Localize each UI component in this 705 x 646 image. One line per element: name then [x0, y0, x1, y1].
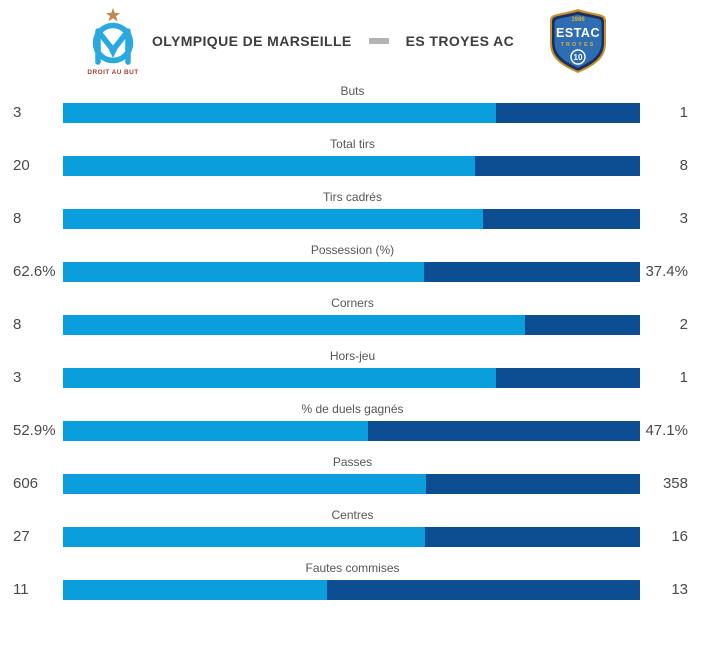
stat-row: Corners 8 2 [0, 296, 705, 335]
estac-year: 1986 [571, 17, 585, 23]
home-value: 11 [13, 581, 29, 598]
estac-shield-field [554, 14, 602, 68]
stat-row: Total tirs 20 8 [0, 137, 705, 176]
away-bar-segment [425, 527, 640, 547]
stat-bar-line: 27 16 [0, 527, 705, 547]
stat-bar-line: 11 13 [0, 580, 705, 600]
stat-label: % de duels gagnés [301, 402, 404, 416]
stat-label: Passes [332, 455, 373, 469]
away-value: 8 [679, 157, 688, 174]
om-monogram-point [109, 50, 117, 58]
home-bar-segment [63, 209, 483, 229]
stat-bar-line: 20 8 [0, 156, 705, 176]
stat-label: Hors-jeu [329, 349, 376, 363]
home-value: 27 [13, 528, 30, 545]
stat-row: Buts 3 1 [0, 84, 705, 123]
away-bar-segment [482, 209, 640, 229]
home-bar-segment [63, 527, 426, 547]
home-bar-segment [63, 421, 369, 441]
match-header: DROIT AU BUT OLYMPIQUE DE MARSEILLE ES T… [0, 0, 705, 82]
home-bar-segment [63, 315, 525, 335]
home-bar-segment [63, 156, 476, 176]
stat-bar-line: 8 3 [0, 209, 705, 229]
separator-dash-icon [368, 38, 389, 44]
stat-bar-line: 62.6% 37.4% [0, 262, 705, 282]
stat-bar [63, 474, 640, 494]
stat-label: Tirs cadrés [323, 190, 382, 204]
stat-label: Buts [340, 84, 365, 98]
estac-number: 10 [574, 53, 583, 62]
away-value: 1 [679, 104, 688, 121]
stat-bar-line: 52.9% 47.1% [0, 421, 705, 441]
stat-bar [63, 262, 640, 282]
home-bar-segment [63, 368, 496, 388]
stat-row: % de duels gagnés 52.9% 47.1% [0, 402, 705, 441]
away-bar-segment [524, 315, 640, 335]
stat-bar-line: 3 1 [0, 103, 705, 123]
estac-number-ring [570, 49, 586, 65]
home-value: 3 [13, 369, 22, 386]
home-value: 8 [13, 210, 22, 227]
stat-row: Hors-jeu 3 1 [0, 349, 705, 388]
om-motto: DROIT AU BUT [87, 69, 138, 76]
away-value: 1 [679, 369, 688, 386]
stat-bar-line: 8 2 [0, 315, 705, 335]
home-value: 20 [13, 157, 30, 174]
away-bar-segment [424, 262, 640, 282]
away-bar-segment [495, 103, 640, 123]
away-value: 37.4% [645, 263, 688, 280]
stat-label: Fautes commises [305, 561, 400, 575]
away-bar-segment [495, 368, 640, 388]
away-value: 13 [671, 581, 688, 598]
stat-bar [63, 156, 640, 176]
away-value: 3 [679, 210, 688, 227]
stat-row: Fautes commises 11 13 [0, 561, 705, 600]
away-bar-segment [425, 474, 640, 494]
away-value: 16 [671, 528, 688, 545]
stat-row: Passes 606 358 [0, 455, 705, 494]
stat-label: Corners [331, 296, 374, 310]
header-title: OLYMPIQUE DE MARSEILLE ES TROYES AC [152, 33, 514, 49]
stat-bar [63, 421, 640, 441]
away-team-name: ES TROYES AC [405, 33, 515, 49]
stat-label: Centres [331, 508, 374, 522]
stat-label: Possession (%) [310, 243, 395, 257]
away-value: 2 [679, 316, 688, 333]
home-bar-segment [63, 580, 328, 600]
star-icon [106, 8, 120, 22]
away-bar-segment [327, 580, 640, 600]
home-value: 8 [13, 316, 22, 333]
stat-bar [63, 527, 640, 547]
estac-club-logo: 1986 ESTAC TROYES 10 [550, 9, 607, 73]
stat-bar [63, 103, 640, 123]
stat-row: Possession (%) 62.6% 37.4% [0, 243, 705, 282]
home-value: 62.6% [13, 263, 56, 280]
home-team-name: OLYMPIQUE DE MARSEILLE [152, 33, 352, 49]
home-value: 606 [13, 475, 39, 492]
stats-list: Buts 3 1 Total tirs 20 8 [0, 82, 705, 600]
estac-club-text: ESTAC [556, 26, 600, 40]
home-bar-segment [63, 103, 496, 123]
stat-row: Tirs cadrés 8 3 [0, 190, 705, 229]
home-bar-segment [63, 262, 425, 282]
away-bar-segment [368, 421, 640, 441]
stat-bar [63, 209, 640, 229]
stat-label: Total tirs [330, 137, 375, 151]
home-bar-segment [63, 474, 426, 494]
stat-row: Centres 27 16 [0, 508, 705, 547]
stat-bar [63, 368, 640, 388]
estac-city-text: TROYES [561, 42, 596, 48]
stat-bar [63, 580, 640, 600]
stat-bar [63, 315, 640, 335]
home-value: 52.9% [13, 422, 56, 439]
stat-bar-line: 3 1 [0, 368, 705, 388]
away-bar-segment [475, 156, 640, 176]
away-value: 358 [662, 475, 688, 492]
home-value: 3 [13, 104, 22, 121]
stat-bar-line: 606 358 [0, 474, 705, 494]
om-club-logo: DROIT AU BUT [87, 8, 138, 76]
away-value: 47.1% [645, 422, 688, 439]
